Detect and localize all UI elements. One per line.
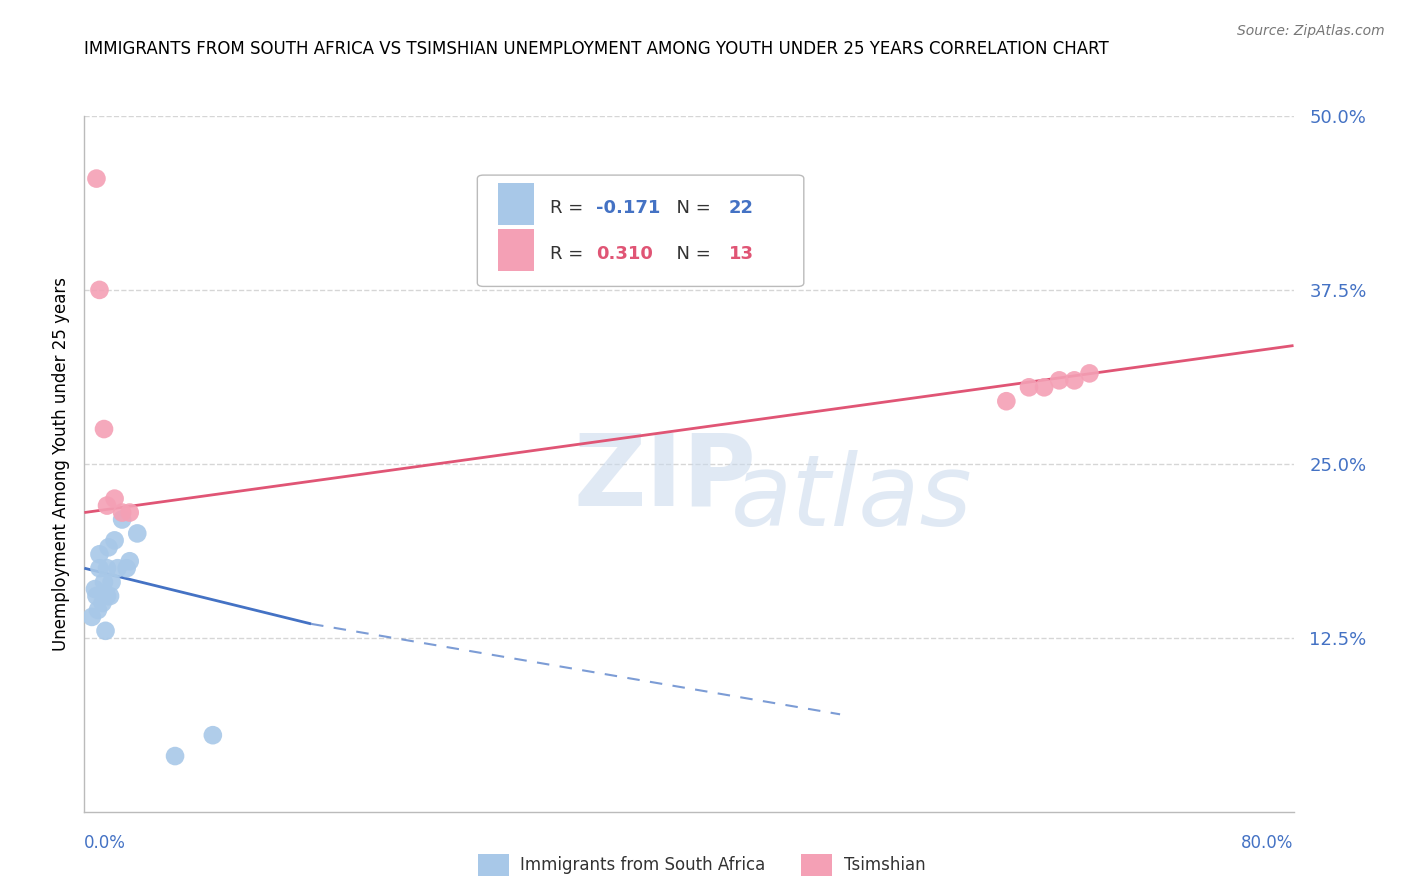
Point bbox=[80, 610, 103, 624]
Point bbox=[97, 541, 120, 555]
Text: ZIP: ZIP bbox=[574, 429, 756, 526]
Point bbox=[1063, 373, 1085, 387]
Point bbox=[111, 512, 134, 526]
Text: 13: 13 bbox=[728, 244, 754, 263]
Text: Tsimshian: Tsimshian bbox=[844, 856, 925, 874]
Point bbox=[89, 547, 111, 561]
Point bbox=[111, 506, 134, 520]
FancyBboxPatch shape bbox=[498, 184, 534, 225]
Point bbox=[96, 499, 118, 513]
Text: 80.0%: 80.0% bbox=[1241, 834, 1294, 852]
Point bbox=[96, 589, 118, 603]
Point bbox=[1047, 373, 1070, 387]
Point bbox=[107, 561, 129, 575]
Text: IMMIGRANTS FROM SOUTH AFRICA VS TSIMSHIAN UNEMPLOYMENT AMONG YOUTH UNDER 25 YEAR: IMMIGRANTS FROM SOUTH AFRICA VS TSIMSHIA… bbox=[84, 40, 1109, 58]
Point bbox=[94, 624, 117, 638]
Text: Immigrants from South Africa: Immigrants from South Africa bbox=[520, 856, 765, 874]
Point bbox=[115, 561, 138, 575]
Text: R =: R = bbox=[550, 199, 589, 217]
Text: atlas: atlas bbox=[731, 450, 973, 547]
Point bbox=[96, 561, 118, 575]
FancyBboxPatch shape bbox=[498, 229, 534, 271]
Point bbox=[163, 749, 186, 764]
Point bbox=[1018, 380, 1040, 394]
Point bbox=[104, 491, 127, 506]
Text: -0.171: -0.171 bbox=[596, 199, 661, 217]
Text: 0.0%: 0.0% bbox=[84, 834, 127, 852]
Point bbox=[118, 554, 141, 568]
Point bbox=[201, 728, 224, 742]
Point bbox=[104, 533, 127, 548]
Point bbox=[1078, 367, 1101, 381]
Point bbox=[87, 603, 110, 617]
Text: N =: N = bbox=[665, 244, 716, 263]
Point bbox=[98, 589, 121, 603]
Point bbox=[1033, 380, 1056, 394]
Point bbox=[89, 283, 111, 297]
Point bbox=[86, 171, 108, 186]
Point bbox=[93, 422, 115, 436]
Text: N =: N = bbox=[665, 199, 716, 217]
Text: 22: 22 bbox=[728, 199, 754, 217]
Text: Source: ZipAtlas.com: Source: ZipAtlas.com bbox=[1237, 24, 1385, 38]
Point bbox=[100, 575, 122, 590]
Point bbox=[86, 589, 108, 603]
Point bbox=[995, 394, 1018, 409]
Point bbox=[84, 582, 107, 596]
Point bbox=[127, 526, 149, 541]
Point bbox=[93, 575, 115, 590]
Point bbox=[118, 506, 141, 520]
FancyBboxPatch shape bbox=[478, 175, 804, 286]
Text: R =: R = bbox=[550, 244, 589, 263]
Text: 0.310: 0.310 bbox=[596, 244, 652, 263]
Point bbox=[91, 596, 114, 610]
Y-axis label: Unemployment Among Youth under 25 years: Unemployment Among Youth under 25 years bbox=[52, 277, 70, 651]
Point bbox=[89, 561, 111, 575]
